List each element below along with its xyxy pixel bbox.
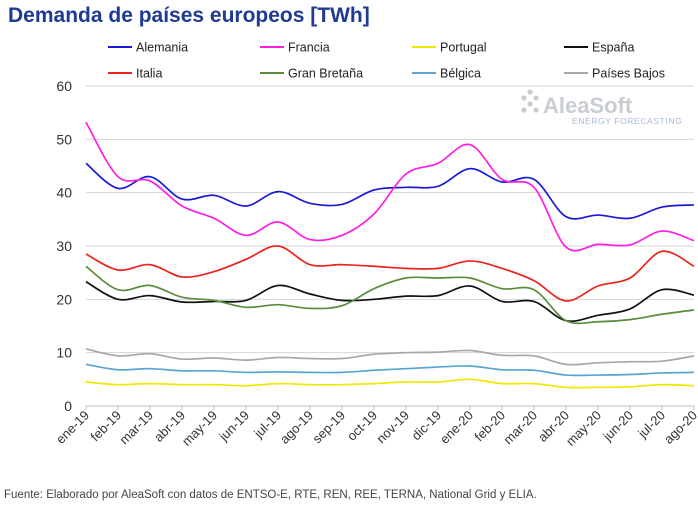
- series-line-francia: [85, 121, 695, 252]
- source-note: Fuente: Elaborado por AleaSoft con datos…: [4, 489, 537, 501]
- series-lines: [85, 121, 695, 389]
- logo-dot-icon: [521, 107, 527, 113]
- x-tick-label: mar-19: [116, 408, 156, 448]
- x-tick-label: ene-19: [53, 408, 92, 447]
- y-tick-label: 40: [56, 185, 72, 201]
- series-line-gran-bretana: [85, 265, 695, 325]
- series-line-belgica: [85, 363, 695, 377]
- logo-dot-icon: [533, 95, 539, 101]
- legend-label: Gran Bretaña: [288, 67, 363, 81]
- series-line-espana: [85, 280, 695, 323]
- legend-label: España: [592, 41, 634, 55]
- x-tick-label: may-20: [563, 408, 604, 449]
- x-tick-label: ene-20: [437, 408, 476, 447]
- gridlines: [86, 85, 694, 354]
- logo-subtext: ENERGY FORECASTING: [572, 116, 682, 126]
- axes: 0102030405060ene-19feb-19mar-19abr-19may…: [53, 78, 698, 449]
- x-tick-label: mar-20: [500, 408, 540, 448]
- legend-label: Francia: [288, 41, 330, 55]
- logo-dot-icon: [533, 107, 539, 113]
- series-line-italia: [85, 245, 695, 302]
- x-tick-label: may-19: [179, 408, 220, 449]
- legend-label: Italia: [136, 67, 162, 81]
- legend-label: Países Bajos: [592, 67, 665, 81]
- logo-dot-icon: [521, 95, 527, 101]
- legend-label: Bélgica: [440, 67, 481, 81]
- legend-label: Portugal: [440, 41, 487, 55]
- x-tick-label: jun-19: [215, 408, 252, 445]
- series-line-alemania: [85, 162, 695, 220]
- logo-dot-icon: [527, 101, 533, 107]
- x-tick-label: nov-19: [373, 408, 412, 447]
- logo-text: AleaSoft: [543, 93, 633, 118]
- series-line-portugal: [85, 378, 695, 389]
- aleasoft-logo: AleaSoft ENERGY FORECASTING: [521, 89, 682, 126]
- x-tick-label: jun-20: [599, 408, 636, 445]
- series-line-paises-bajos: [85, 348, 695, 366]
- y-tick-label: 30: [56, 238, 72, 254]
- logo-dot-icon: [527, 89, 533, 95]
- y-tick-label: 20: [56, 291, 72, 307]
- legend-label: Alemania: [136, 41, 188, 55]
- x-tick-label: ago-19: [277, 408, 316, 447]
- y-tick-label: 0: [64, 398, 72, 414]
- x-tick-label: ago-20: [661, 408, 698, 447]
- y-tick-label: 10: [56, 345, 72, 361]
- y-tick-label: 50: [56, 131, 72, 147]
- legend: Alemania Francia Portugal España Italia Gran …: [108, 41, 665, 81]
- x-tick-label: sep-19: [309, 408, 348, 447]
- chart-title: Demanda de países europeos [TWh]: [8, 4, 370, 27]
- y-tick-label: 60: [56, 78, 72, 94]
